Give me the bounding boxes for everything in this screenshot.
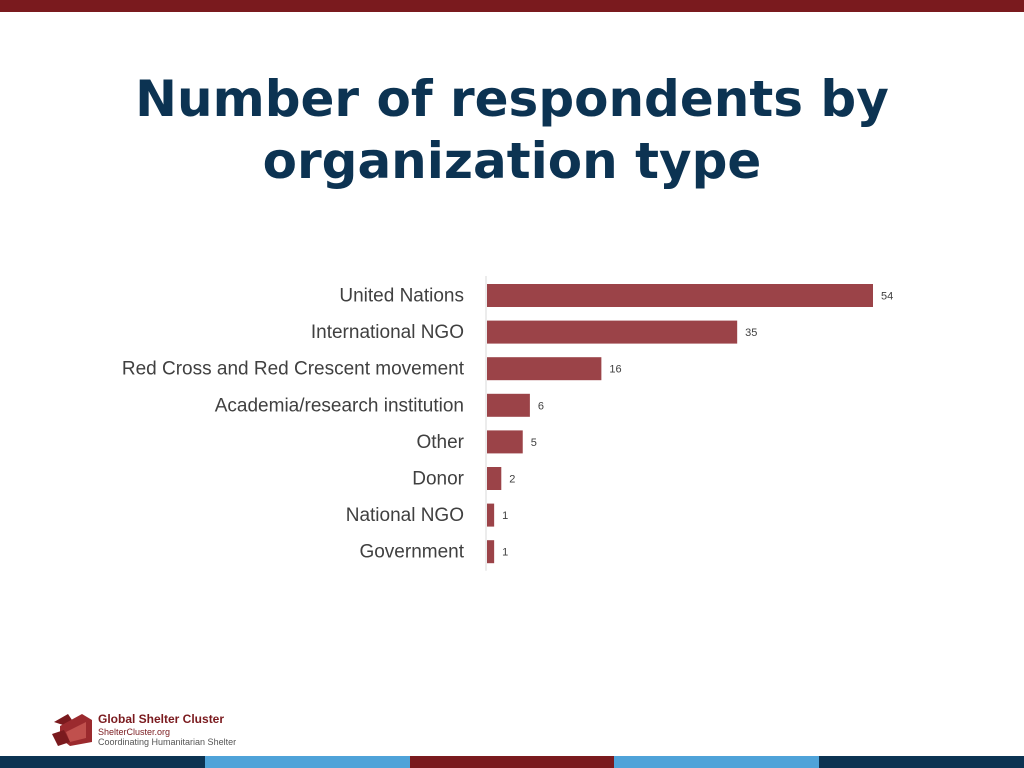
category-label: International NGO [311, 322, 464, 343]
data-label: 35 [745, 327, 757, 339]
category-label: Donor [412, 469, 464, 490]
stripe-segment [204, 756, 410, 768]
bar [487, 357, 602, 381]
bar [487, 503, 495, 527]
category-label: Academia/research institution [215, 395, 464, 416]
global-shelter-cluster-logo: Global Shelter Cluster ShelterCluster.or… [52, 708, 262, 750]
slide-title: Number of respondents by organization ty… [135, 70, 889, 190]
category-label: Red Cross and Red Crescent movement [122, 359, 465, 380]
stripe-segment [0, 756, 205, 768]
bar [487, 284, 873, 307]
top-accent-bar [0, 0, 1024, 12]
category-label: National NGO [346, 505, 464, 526]
stripe-segment [819, 756, 1024, 768]
stripe-segment [409, 756, 615, 768]
stripe-segment [614, 756, 820, 768]
bottom-stripe [0, 756, 1024, 768]
category-label: Government [359, 542, 464, 563]
org-name: Global Shelter Cluster [98, 712, 225, 726]
data-label: 1 [502, 510, 508, 522]
data-label: 16 [609, 364, 621, 376]
org-tagline: Coordinating Humanitarian Shelter [98, 737, 237, 747]
data-label: 6 [538, 400, 544, 412]
data-label: 1 [502, 547, 508, 559]
org-url: ShelterCluster.org [98, 727, 171, 737]
shelter-hands-icon [52, 714, 92, 746]
category-label: Other [416, 432, 464, 453]
category-label: United Nations [339, 286, 464, 307]
bar [487, 540, 495, 564]
bar [487, 320, 738, 344]
data-label: 2 [509, 474, 515, 486]
bar [487, 393, 530, 417]
data-label: 54 [881, 291, 893, 303]
bar [487, 467, 502, 490]
bar [487, 430, 523, 454]
data-label: 5 [531, 437, 537, 449]
